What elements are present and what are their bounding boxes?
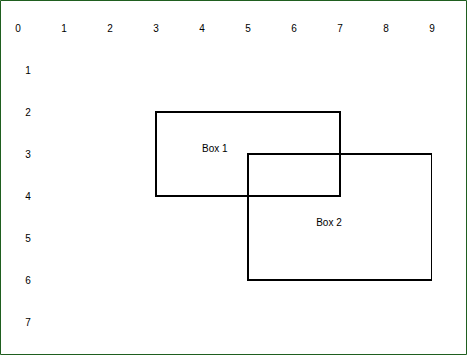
svg-text:6: 6 (25, 275, 31, 286)
svg-text:4: 4 (25, 191, 31, 202)
svg-text:6: 6 (291, 23, 297, 34)
svg-text:1: 1 (25, 65, 31, 76)
svg-text:Box 1: Box 1 (202, 143, 228, 154)
svg-text:5: 5 (25, 233, 31, 244)
svg-text:3: 3 (153, 23, 159, 34)
svg-text:0: 0 (15, 23, 21, 34)
svg-text:2: 2 (107, 23, 113, 34)
svg-text:5: 5 (245, 23, 251, 34)
svg-text:8: 8 (383, 23, 389, 34)
svg-text:7: 7 (25, 317, 31, 328)
svg-text:9: 9 (429, 23, 435, 34)
svg-text:4: 4 (199, 23, 205, 34)
svg-text:7: 7 (337, 23, 343, 34)
svg-text:2: 2 (25, 107, 31, 118)
svg-text:Box 2: Box 2 (316, 217, 342, 228)
svg-text:3: 3 (25, 149, 31, 160)
svg-text:1: 1 (61, 23, 67, 34)
